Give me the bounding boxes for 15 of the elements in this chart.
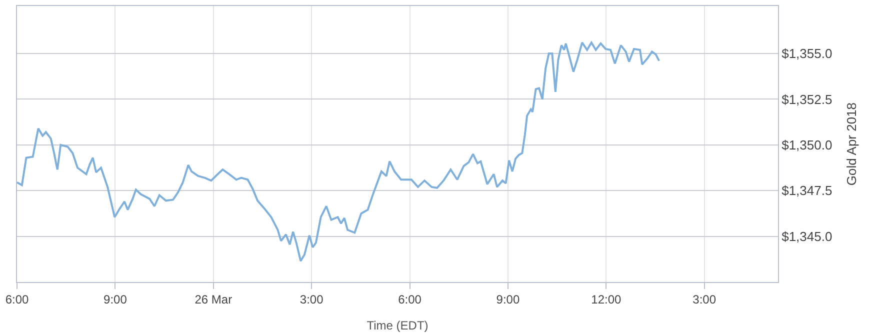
x-tick-label: 3:00 bbox=[300, 292, 324, 306]
y-tick-label: $1,345.0 bbox=[782, 228, 832, 244]
y-tick-label: $1,352.5 bbox=[782, 92, 832, 107]
x-tick-label: 9:00 bbox=[104, 292, 128, 306]
y-tick-label: $1,347.5 bbox=[782, 183, 832, 198]
y-axis-title: Gold Apr 2018 bbox=[844, 102, 859, 186]
x-tick-label: 12:00 bbox=[591, 292, 622, 306]
x-axis-title: Time (EDT) bbox=[366, 318, 428, 332]
y-tick-label: $1,350.0 bbox=[782, 137, 832, 152]
x-tick-label: 6:00 bbox=[398, 292, 422, 306]
x-tick-label: 6:00 bbox=[5, 292, 29, 306]
x-tick-label: 3:00 bbox=[692, 292, 716, 306]
x-tick-label: 9:00 bbox=[496, 292, 520, 306]
x-tick-label: 26 Mar bbox=[194, 292, 232, 306]
y-tick-label: $1,355.0 bbox=[782, 46, 832, 62]
